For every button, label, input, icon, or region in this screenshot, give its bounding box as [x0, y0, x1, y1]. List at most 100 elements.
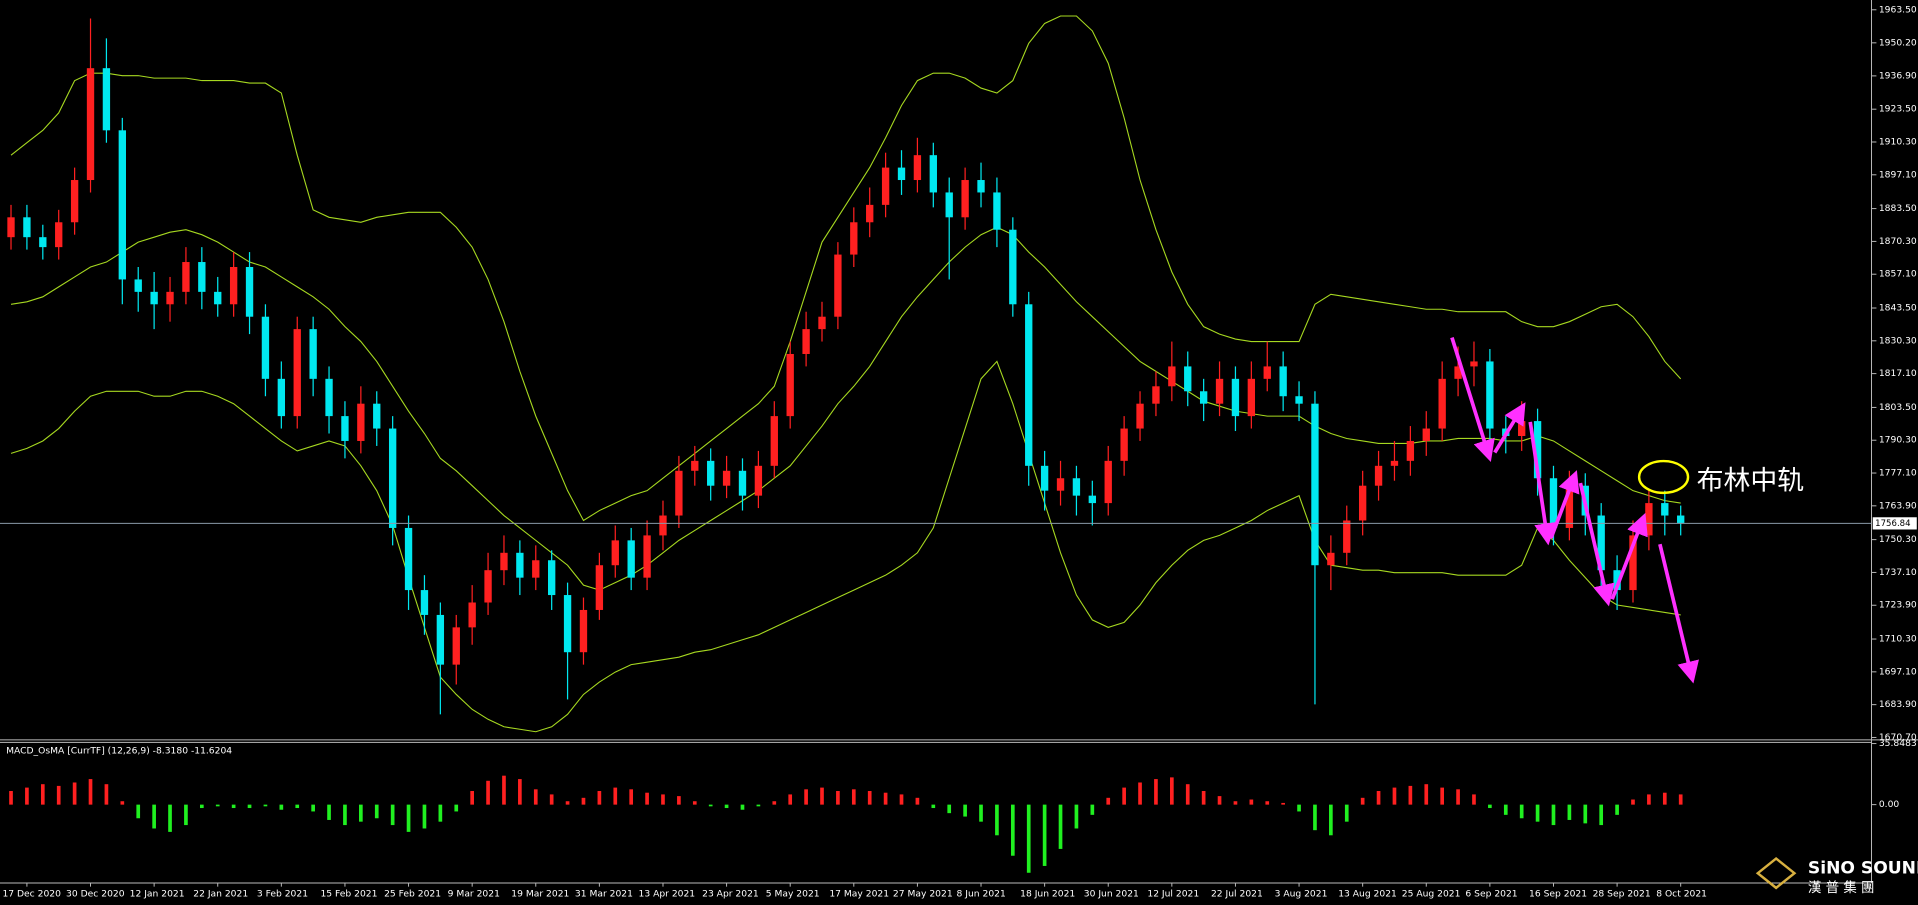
y-tick-label: 1790.30	[1879, 435, 1917, 446]
macd-bar	[677, 796, 681, 805]
candle-body	[961, 180, 969, 218]
x-tick-label: 27 May 2021	[893, 888, 953, 899]
macd-bar	[533, 789, 538, 805]
candle-body	[1549, 478, 1558, 528]
candle-body	[1279, 366, 1287, 397]
macd-bar	[756, 804, 761, 807]
candle-body	[1215, 378, 1224, 404]
candle-body	[850, 222, 858, 255]
candle-body	[1311, 403, 1319, 566]
y-tick-label: 0.00	[1879, 799, 1900, 810]
candle-body	[770, 416, 778, 466]
watermark-title: SiNO SOUND	[1808, 858, 1918, 878]
candle-body	[500, 552, 508, 571]
macd-bar	[1265, 801, 1270, 805]
candle-body	[23, 217, 31, 238]
macd-bar	[120, 801, 125, 805]
candle-body	[261, 316, 270, 379]
y-tick-label: 1923.50	[1879, 104, 1917, 115]
arrow	[1450, 336, 1495, 462]
macd-bar	[1583, 804, 1588, 824]
macd-bar	[772, 801, 777, 805]
arrow	[1549, 470, 1580, 539]
macd-bar	[645, 792, 649, 805]
y-tick-label: 1723.90	[1879, 600, 1917, 611]
candle-body	[484, 570, 492, 603]
x-tick-label: 15 Feb 2021	[320, 888, 377, 899]
candle-body	[738, 470, 747, 496]
macd-bar	[184, 804, 188, 826]
candle-body	[134, 279, 142, 292]
macd-bar	[581, 797, 586, 805]
candle-body	[913, 155, 922, 181]
watermark-subtitle: 漢 普 集 團	[1808, 880, 1875, 896]
candle-body	[420, 590, 429, 615]
macd-bar	[1217, 796, 1222, 805]
candle-body	[579, 609, 588, 653]
macd-bar	[199, 804, 204, 809]
x-tick-label: 13 Aug 2021	[1338, 888, 1397, 899]
candle-body	[1025, 304, 1033, 466]
candle-body	[1597, 515, 1605, 571]
x-tick-label: 31 Mar 2021	[575, 888, 633, 899]
macd-bar	[263, 804, 268, 807]
macd-bar	[1329, 804, 1333, 836]
macd-bar	[518, 779, 522, 805]
panel-title: MACD_OsMA [CurrTF] (12,26,9) -8.3180 -11…	[6, 745, 232, 756]
arrow	[1658, 543, 1699, 684]
macd-bar	[1281, 802, 1285, 805]
macd-bar	[851, 789, 856, 805]
macd-bar	[1010, 804, 1015, 856]
macd-bar	[1535, 804, 1540, 822]
candle-body	[198, 262, 206, 292]
candle-body	[7, 217, 15, 238]
current-price-box	[1872, 517, 1917, 530]
macd-bar	[1615, 804, 1619, 815]
candle-body	[1422, 428, 1430, 441]
candle-body	[1438, 378, 1446, 429]
macd-bar	[629, 789, 634, 805]
macd-bar	[995, 804, 999, 836]
candle-body	[722, 470, 731, 486]
candle-body	[945, 192, 953, 218]
macd-bar	[597, 791, 602, 805]
candle-body	[897, 167, 906, 181]
candle-body	[1168, 366, 1176, 387]
candle-body	[929, 155, 937, 193]
candle-body	[1184, 366, 1192, 392]
y-tick-label: 1883.50	[1879, 203, 1917, 214]
x-tick-label: 19 Mar 2021	[511, 888, 569, 899]
macd-bar	[470, 791, 474, 805]
macd-bar	[1392, 787, 1397, 805]
y-tick-label: 1697.10	[1879, 666, 1917, 677]
macd-bar	[422, 804, 427, 829]
macd-bar	[1551, 804, 1556, 826]
candle-body	[1040, 465, 1049, 491]
y-tick-label: 1817.10	[1879, 368, 1917, 379]
x-tick-label: 16 Sep 2021	[1529, 888, 1587, 899]
candle-body	[1470, 361, 1478, 367]
candle-body	[118, 130, 126, 280]
candle-body	[245, 267, 254, 317]
candle-body	[436, 614, 445, 665]
candle-body	[388, 428, 397, 528]
macd-bar	[979, 804, 983, 822]
overlay: 布林中轨 SiNO SOUND 漢 普 集 團	[1450, 336, 1918, 896]
y-tick-label: 1777.10	[1879, 468, 1917, 479]
macd-bar	[836, 791, 840, 805]
macd-bar	[692, 801, 697, 805]
candle-body	[1406, 440, 1415, 461]
macd-bar	[661, 794, 665, 805]
candle-body	[977, 180, 985, 193]
x-tick-label: 25 Feb 2021	[384, 888, 441, 899]
candle-body	[102, 68, 111, 131]
macd-bar	[438, 804, 443, 822]
candle-body	[802, 329, 810, 354]
arrow	[1493, 402, 1526, 454]
y-tick-label: 1750.30	[1879, 534, 1917, 545]
x-tick-label: 3 Aug 2021	[1275, 888, 1328, 899]
macd-bar	[1233, 801, 1238, 805]
macd-bar	[9, 791, 13, 805]
candle-body	[357, 403, 365, 441]
